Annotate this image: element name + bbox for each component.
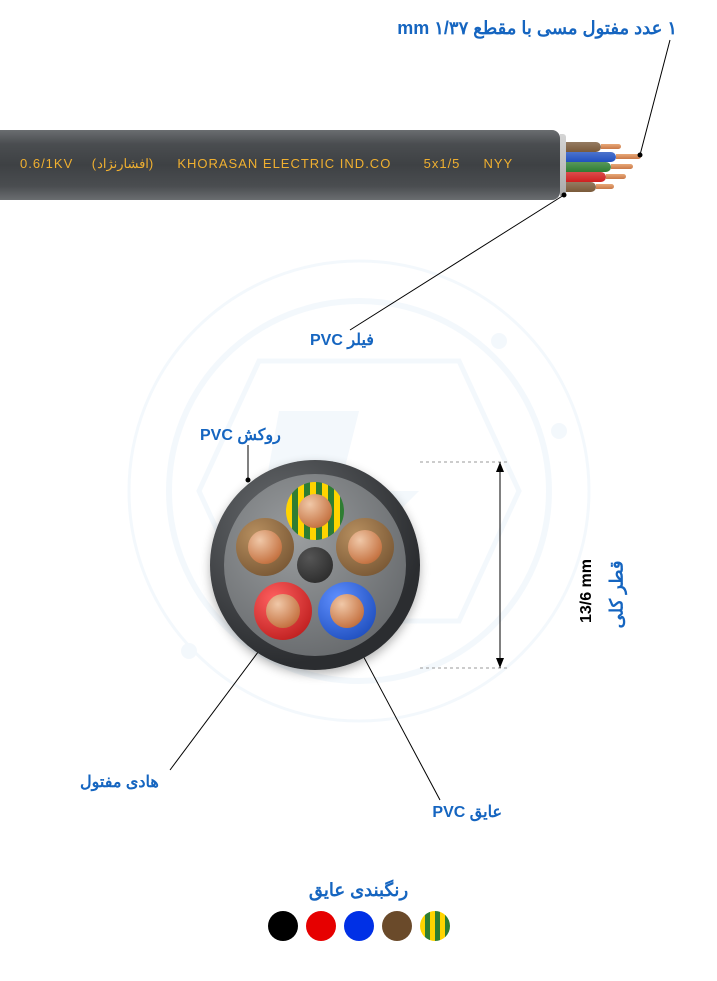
- label-filler: فیلر PVC: [310, 330, 374, 350]
- legend-swatch: [382, 911, 412, 941]
- label-coating: روکش PVC: [200, 425, 281, 445]
- legend-swatch: [268, 911, 298, 941]
- core: [336, 518, 394, 576]
- label-conductor: هادی مفتول: [80, 772, 159, 792]
- core: [254, 582, 312, 640]
- wire-insulation: [566, 162, 611, 172]
- print-size: 5x1/5: [424, 156, 461, 171]
- core: [318, 582, 376, 640]
- core: [236, 518, 294, 576]
- wire-copper: [596, 184, 614, 189]
- wire-insulation: [566, 172, 606, 182]
- core-copper: [248, 530, 282, 564]
- legend-swatches: [268, 911, 450, 941]
- label-diameter-fa: قطر کلی: [607, 561, 628, 629]
- cs-center-filler: [297, 547, 333, 583]
- legend-swatch: [344, 911, 374, 941]
- wire-copper: [606, 174, 626, 179]
- wire-insulation: [566, 152, 616, 162]
- print-voltage: 0.6/1KV: [20, 156, 73, 171]
- core-copper: [298, 494, 332, 528]
- print-brand-fa: (افشارنژاد): [92, 156, 155, 171]
- print-company: KHORASAN ELECTRIC IND.CO: [177, 156, 391, 171]
- wire-copper: [616, 154, 641, 159]
- cable-print-text: 0.6/1KV (افشارنژاد) KHORASAN ELECTRIC IN…: [20, 156, 513, 172]
- legend-swatch: [306, 911, 336, 941]
- cable-side-view: 0.6/1KV (افشارنژاد) KHORASAN ELECTRIC IN…: [0, 130, 580, 200]
- cable-cross-section: [210, 460, 420, 670]
- color-legend: رنگبندی عایق: [268, 880, 450, 941]
- core: [286, 482, 344, 540]
- label-wire-spec: ۱ عدد مفتول مسی با مقطع mm ۱/۳۷: [397, 18, 677, 39]
- wire-copper: [611, 164, 633, 169]
- label-diameter-value: 13/6 mm: [578, 559, 596, 623]
- wire-insulation: [566, 182, 596, 192]
- print-type: NYY: [483, 156, 513, 171]
- legend-title: رنگبندی عایق: [268, 880, 450, 901]
- cable-jacket: 0.6/1KV (افشارنژاد) KHORASAN ELECTRIC IN…: [0, 130, 560, 200]
- legend-swatch: [420, 911, 450, 941]
- core-copper: [266, 594, 300, 628]
- core-copper: [348, 530, 382, 564]
- core-copper: [330, 594, 364, 628]
- label-insulation: عایق PVC: [432, 802, 502, 822]
- wire-copper: [601, 144, 621, 149]
- wire-insulation: [566, 142, 601, 152]
